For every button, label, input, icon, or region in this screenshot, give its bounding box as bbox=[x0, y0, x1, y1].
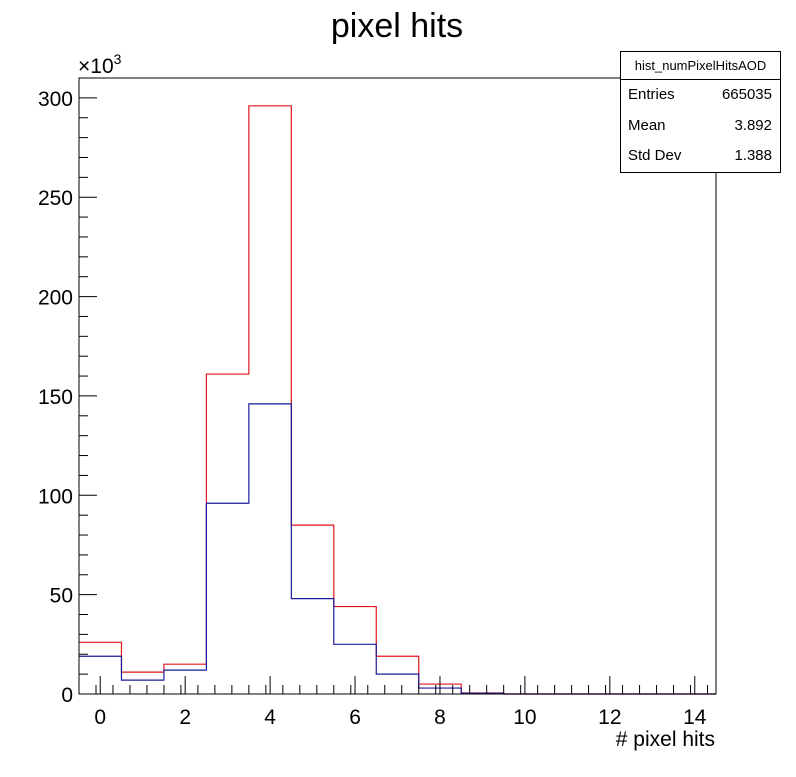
y-axis-multiplier: ×103 bbox=[78, 51, 122, 78]
stats-row-stddev: Std Dev 1.388 bbox=[621, 141, 780, 171]
y-tick-label: 100 bbox=[38, 485, 73, 508]
stats-stddev-value: 1.388 bbox=[734, 147, 772, 164]
plot-frame bbox=[78, 77, 717, 695]
x-tick-label: 0 bbox=[94, 706, 106, 729]
y-tick-label: 50 bbox=[50, 585, 73, 608]
histogram-series-2-line bbox=[79, 403, 716, 695]
stats-entries-label: Entries bbox=[628, 86, 675, 103]
histogram-series bbox=[79, 105, 716, 695]
stats-box-title: hist_numPixelHitsAOD bbox=[621, 52, 780, 80]
y-tick-label: 250 bbox=[38, 187, 73, 210]
x-tick-label: 10 bbox=[513, 706, 536, 729]
stats-row-entries: Entries 665035 bbox=[621, 80, 780, 110]
axes: 0 2 4 6 8 10 12 14 0 50 100 150 200 250 300 bbox=[38, 77, 717, 729]
stats-mean-label: Mean bbox=[628, 117, 666, 134]
stats-stddev-label: Std Dev bbox=[628, 147, 682, 164]
chart-title: pixel hits bbox=[331, 7, 463, 45]
x-axis-label: # pixel hits bbox=[616, 728, 715, 751]
histogram-series-1-line bbox=[79, 105, 716, 695]
stats-mean-value: 3.892 bbox=[734, 117, 772, 134]
x-tick-label: 6 bbox=[349, 706, 361, 729]
y-tick-label: 200 bbox=[38, 287, 73, 310]
y-tick-label: 300 bbox=[38, 88, 73, 111]
y-multiplier-base: ×10 bbox=[78, 55, 114, 78]
stats-entries-value: 665035 bbox=[721, 86, 772, 103]
y-tick-label: 150 bbox=[38, 386, 73, 409]
x-tick-label: 12 bbox=[598, 706, 621, 729]
x-tick-label: 14 bbox=[683, 706, 707, 729]
x-tick-label: 4 bbox=[264, 706, 276, 729]
stats-box: hist_numPixelHitsAOD Entries 665035 Mean… bbox=[620, 51, 781, 173]
y-multiplier-exponent: 3 bbox=[114, 51, 122, 67]
x-tick-label: 8 bbox=[434, 706, 446, 729]
y-tick-label: 0 bbox=[61, 684, 73, 707]
stats-row-mean: Mean 3.892 bbox=[621, 111, 780, 141]
x-tick-label: 2 bbox=[179, 706, 191, 729]
